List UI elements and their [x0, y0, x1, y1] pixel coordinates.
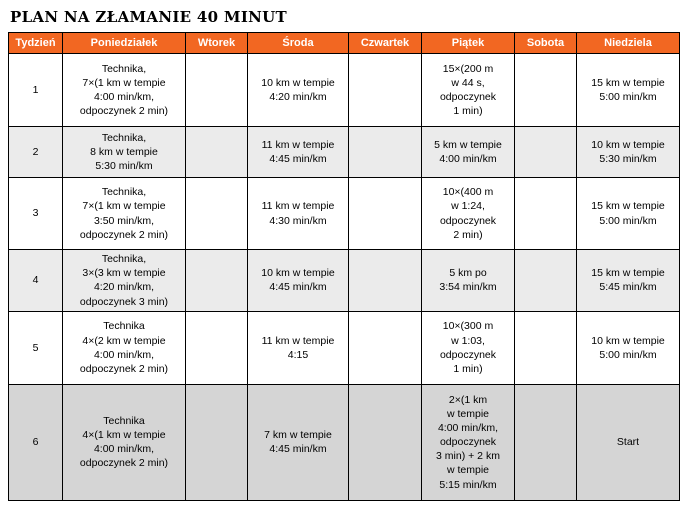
schedule-cell-thursday — [348, 383, 422, 501]
schedule-cell-monday: Technika 4×(1 km w tempie 4:00 min/km, o… — [62, 383, 186, 501]
schedule-cell-tuesday — [185, 53, 248, 127]
schedule-cell-saturday — [514, 126, 577, 178]
week-number: 2 — [8, 126, 63, 178]
schedule-cell-friday: 10×(400 m w 1:24, odpoczynek 2 min) — [421, 177, 515, 250]
schedule-cell-saturday — [514, 177, 577, 250]
header-friday: Piątek — [421, 32, 515, 54]
table-row: 1 Technika, 7×(1 km w tempie 4:00 min/km… — [8, 53, 680, 127]
schedule-cell-wednesday: 11 km w tempie 4:30 min/km — [247, 177, 349, 250]
schedule-cell-saturday — [514, 383, 577, 501]
schedule-cell-monday: Technika 4×(2 km w tempie 4:00 min/km, o… — [62, 310, 186, 385]
schedule-cell-saturday — [514, 53, 577, 127]
week-number: 5 — [8, 310, 63, 385]
schedule-cell-sunday: 15 km w tempie 5:00 min/km — [576, 177, 680, 250]
week-number: 3 — [8, 177, 63, 250]
schedule-cell-wednesday: 10 km w tempie 4:20 min/km — [247, 53, 349, 127]
week-number: 6 — [8, 383, 63, 501]
table-row: 4 Technika, 3×(3 km w tempie 4:20 min/km… — [8, 249, 680, 312]
header-monday: Poniedziałek — [62, 32, 186, 54]
header-saturday: Sobota — [514, 32, 577, 54]
header-sunday: Niedziela — [576, 32, 680, 54]
schedule-cell-friday: 5 km po 3:54 min/km — [421, 249, 515, 312]
schedule-cell-friday: 10×(300 m w 1:03, odpoczynek 1 min) — [421, 310, 515, 385]
header-week: Tydzień — [8, 32, 63, 54]
header-tuesday: Wtorek — [185, 32, 248, 54]
schedule-cell-thursday — [348, 249, 422, 312]
schedule-cell-sunday: 15 km w tempie 5:00 min/km — [576, 53, 680, 127]
week-number: 4 — [8, 249, 63, 312]
schedule-cell-wednesday: 11 km w tempie 4:15 — [247, 310, 349, 385]
schedule-cell-tuesday — [185, 310, 248, 385]
training-plan-table: Tydzień Poniedziałek Wtorek Środa Czwart… — [8, 32, 680, 501]
schedule-cell-sunday: Start — [576, 383, 680, 501]
schedule-cell-monday: Technika, 3×(3 km w tempie 4:20 min/km, … — [62, 249, 186, 312]
schedule-cell-tuesday — [185, 249, 248, 312]
schedule-cell-monday: Technika, 8 km w tempie 5:30 min/km — [62, 126, 186, 178]
header-wednesday: Środa — [247, 32, 349, 54]
schedule-cell-wednesday: 10 km w tempie 4:45 min/km — [247, 249, 349, 312]
schedule-cell-friday: 2×(1 km w tempie 4:00 min/km, odpoczynek… — [421, 383, 515, 501]
header-thursday: Czwartek — [348, 32, 422, 54]
table-row: 2 Technika, 8 km w tempie 5:30 min/km 11… — [8, 126, 680, 178]
schedule-cell-friday: 5 km w tempie 4:00 min/km — [421, 126, 515, 178]
table-row: 6 Technika 4×(1 km w tempie 4:00 min/km,… — [8, 383, 680, 501]
page-title: PLAN NA ZŁAMANIE 40 MINUT — [10, 8, 288, 26]
schedule-cell-tuesday — [185, 126, 248, 178]
schedule-cell-wednesday: 11 km w tempie 4:45 min/km — [247, 126, 349, 178]
schedule-cell-saturday — [514, 249, 577, 312]
schedule-cell-thursday — [348, 53, 422, 127]
table-header-row: Tydzień Poniedziałek Wtorek Środa Czwart… — [8, 32, 680, 54]
schedule-cell-thursday — [348, 177, 422, 250]
table-row: 3 Technika, 7×(1 km w tempie 3:50 min/km… — [8, 177, 680, 250]
schedule-cell-thursday — [348, 126, 422, 178]
schedule-cell-sunday: 10 km w tempie 5:00 min/km — [576, 310, 680, 385]
table-row: 5 Technika 4×(2 km w tempie 4:00 min/km,… — [8, 310, 680, 385]
schedule-cell-monday: Technika, 7×(1 km w tempie 3:50 min/km, … — [62, 177, 186, 250]
week-number: 1 — [8, 53, 63, 127]
schedule-cell-thursday — [348, 310, 422, 385]
schedule-cell-sunday: 15 km w tempie 5:45 min/km — [576, 249, 680, 312]
schedule-cell-monday: Technika, 7×(1 km w tempie 4:00 min/km, … — [62, 53, 186, 127]
schedule-cell-wednesday: 7 km w tempie 4:45 min/km — [247, 383, 349, 501]
schedule-cell-friday: 15×(200 m w 44 s, odpoczynek 1 min) — [421, 53, 515, 127]
schedule-cell-saturday — [514, 310, 577, 385]
schedule-cell-tuesday — [185, 177, 248, 250]
schedule-cell-sunday: 10 km w tempie 5:30 min/km — [576, 126, 680, 178]
schedule-cell-tuesday — [185, 383, 248, 501]
